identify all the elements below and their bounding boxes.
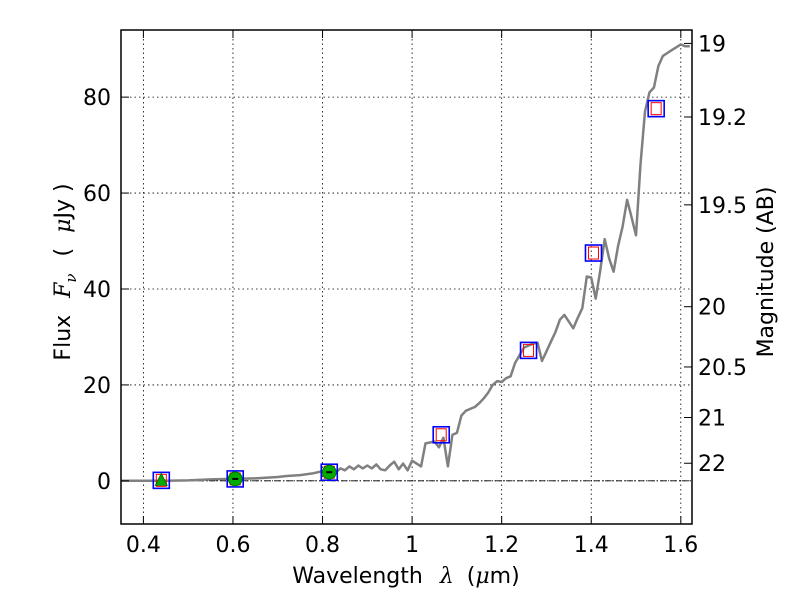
- x-tick-label: 0.4: [126, 533, 161, 558]
- x-tick-label: 1.4: [574, 533, 609, 558]
- photometry-box: [584, 244, 603, 262]
- photometry-box: [432, 425, 451, 444]
- y-tick-label: 0: [97, 470, 111, 495]
- grid-layer: [121, 30, 692, 524]
- photometry-box: [152, 471, 171, 490]
- photometry-box: [226, 470, 244, 488]
- x-axis-label-text: Wavelength: [292, 564, 423, 589]
- y-axis-label-unit-open: (: [51, 248, 76, 257]
- y-axis-label-unit-mu: μ: [51, 219, 76, 233]
- plot-area: [121, 43, 690, 490]
- photometry-box: [647, 99, 665, 118]
- x-tick-label: 0.6: [215, 533, 250, 558]
- y2-tick-label: 20.5: [698, 356, 747, 381]
- model-point: [435, 428, 447, 442]
- y2-tick-label: 19.5: [698, 194, 747, 219]
- y-axis-label-subscript: ν: [62, 273, 80, 282]
- y-axis-label: Flux Fν ( μJy ): [51, 183, 82, 360]
- y2-tick-label: 19.2: [698, 106, 747, 131]
- y-axis-label-text: Flux: [51, 315, 76, 361]
- y2-tick-label: 21: [698, 407, 726, 432]
- x-tick-label: 1: [405, 533, 419, 558]
- x-axis-label-symbol: λ: [439, 564, 454, 589]
- model-point: [523, 343, 535, 357]
- model-point: [587, 246, 599, 260]
- x-tick-label: 0.8: [305, 533, 340, 558]
- y2-tick-label: 19: [698, 32, 726, 57]
- y-axis-label-symbol: F: [51, 282, 76, 299]
- x-tick-label: 1.2: [484, 533, 519, 558]
- x-axis-label: Wavelength λ (μm): [292, 564, 519, 589]
- y-tick-label: 80: [83, 86, 111, 111]
- plot-frame: [120, 29, 693, 525]
- x-axis-label-unit-mu: μ: [475, 564, 489, 589]
- spectrum-line: [121, 43, 690, 483]
- ticks-layer: 0.4 0.6 0.8 1 1.2 1.4 1.6 0 20 40 60 80 19 19.2 19.5 20…: [83, 30, 747, 558]
- model-point: [650, 102, 662, 116]
- y-tick-label: 40: [83, 278, 111, 303]
- x-tick-label: 1.6: [663, 533, 698, 558]
- photometry-box: [320, 463, 339, 482]
- x-axis-label-unit-open: (: [467, 564, 476, 589]
- y2-tick-label: 20: [698, 296, 726, 321]
- y2-tick-label: 22: [698, 452, 726, 477]
- y-tick-label: 60: [83, 182, 111, 207]
- y-axis-label-unit-rest: Jy ): [51, 183, 76, 220]
- photometry-box: [519, 341, 538, 360]
- photometry-triangle-marker: [154, 472, 168, 486]
- y-tick-label: 20: [83, 374, 111, 399]
- y2-axis-label: Magnitude (AB): [754, 187, 779, 358]
- x-axis-label-unit-rest: m): [490, 564, 520, 589]
